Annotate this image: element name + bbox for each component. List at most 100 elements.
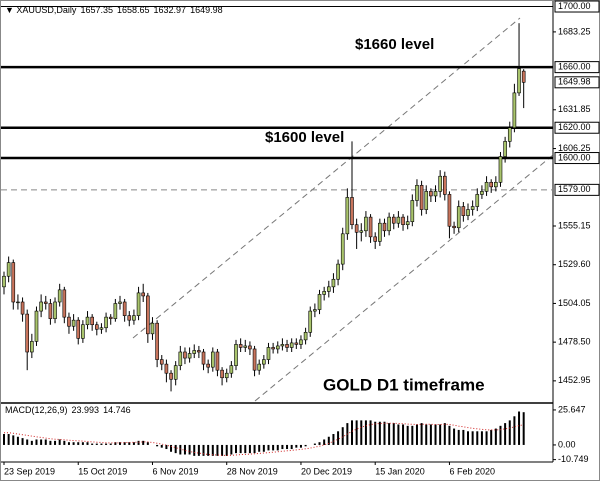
macd-bar [494,428,497,445]
macd-bar [221,444,224,456]
macd-bar [369,420,372,445]
x-tick-label: 15 Jan 2020 [375,466,425,476]
candle-body [197,350,201,353]
candle-body [517,68,521,94]
macd-bar [119,442,121,445]
macd-bar [165,444,168,450]
candle-body [141,292,145,297]
level-label-box [554,0,600,13]
candle-body [326,286,331,292]
macd-bar [253,444,256,454]
candle-body [359,230,364,233]
macd-bar [453,428,456,445]
macd-bar [364,420,367,445]
macd-bar [188,444,191,455]
macd-bar [16,436,19,445]
macd-bar [142,440,145,445]
candle-body [275,345,280,350]
y-tick-label: 1555.15 [558,220,591,230]
macd-bar [360,420,363,445]
macd-bar [63,440,66,445]
macd-bar [323,439,326,445]
macd-bar [72,442,75,445]
level-label-box [554,183,600,196]
candle-body [391,216,396,224]
level-label: 1700.00 [558,1,591,11]
x-tick-label: 28 Nov 2019 [227,466,278,476]
candle-body [159,359,164,365]
macd-bar [272,444,275,451]
macd-bar [281,444,284,450]
macd-bar [211,444,214,456]
macd-bar [392,423,395,445]
y-tick-label: 1606.25 [558,143,591,153]
macd-bar [30,440,33,445]
y-tick-label: 1504.05 [558,298,591,308]
candle-body [396,216,401,224]
macd-bar [3,434,5,445]
macd-bar [193,444,196,456]
candle-body [238,344,243,348]
macd-bar [522,412,525,445]
header-arrow: ▼ [5,5,16,15]
candle-body [331,278,336,288]
macd-bar [304,444,307,447]
candle-body [438,175,442,192]
candle-body [512,92,517,129]
chart-header: ▼ XAUUSD,Daily 1657.35 1658.65 1632.97 1649.… [5,5,223,15]
candle-body [419,185,424,210]
candle-body [317,294,322,310]
macd-bar [40,439,43,445]
macd-bar [504,423,507,445]
candle-body [299,339,303,345]
x-tick-label: 23 Sep 2019 [4,466,55,476]
candle-body [11,262,16,303]
macd-tick-label: 0.00 [558,439,576,449]
macd-bar [26,439,29,445]
candle-body [16,301,20,304]
candle-body [433,191,438,197]
candle-body [85,316,90,326]
candle-body [71,319,76,327]
macd-bar [123,442,126,445]
candle-body [136,292,141,316]
candle-body [95,324,99,330]
macd-bar [160,444,163,448]
level-label-box [554,61,600,74]
candle-body [67,316,71,327]
macd-bar [21,438,24,445]
candle-body [104,316,108,329]
y-tick-label: 1529.60 [558,259,591,269]
macd-bar [105,443,108,445]
candle-body [424,191,429,210]
candle-body [187,353,192,359]
macd-bar [448,425,451,445]
candle-body [289,342,294,348]
candle-body [229,365,234,374]
candle-body [470,206,475,210]
annotation: $1660 level [355,36,434,53]
candle-body [215,351,220,371]
macd-bar [355,420,358,445]
macd-bar [286,444,289,450]
macd-bar [476,431,479,445]
candle-body [211,351,215,368]
header-close: 1649.98 [190,5,223,15]
macd-bar [156,444,159,447]
macd-tick-label: 25.647 [558,404,586,414]
macd-bar [485,431,488,445]
macd-bar [467,431,469,445]
candle-body [271,347,275,350]
macd-bar [202,444,205,456]
candle-body [220,369,224,379]
header-low: 1632.97 [154,5,187,15]
x-tick-label: 6 Feb 2020 [449,466,495,476]
candle-body [475,194,480,207]
candle-body [150,322,155,335]
candle-body [90,316,94,326]
level-label: 1620.00 [558,122,591,132]
candle-body [34,310,39,342]
candle-body [122,301,127,316]
macd-bar [425,424,428,445]
